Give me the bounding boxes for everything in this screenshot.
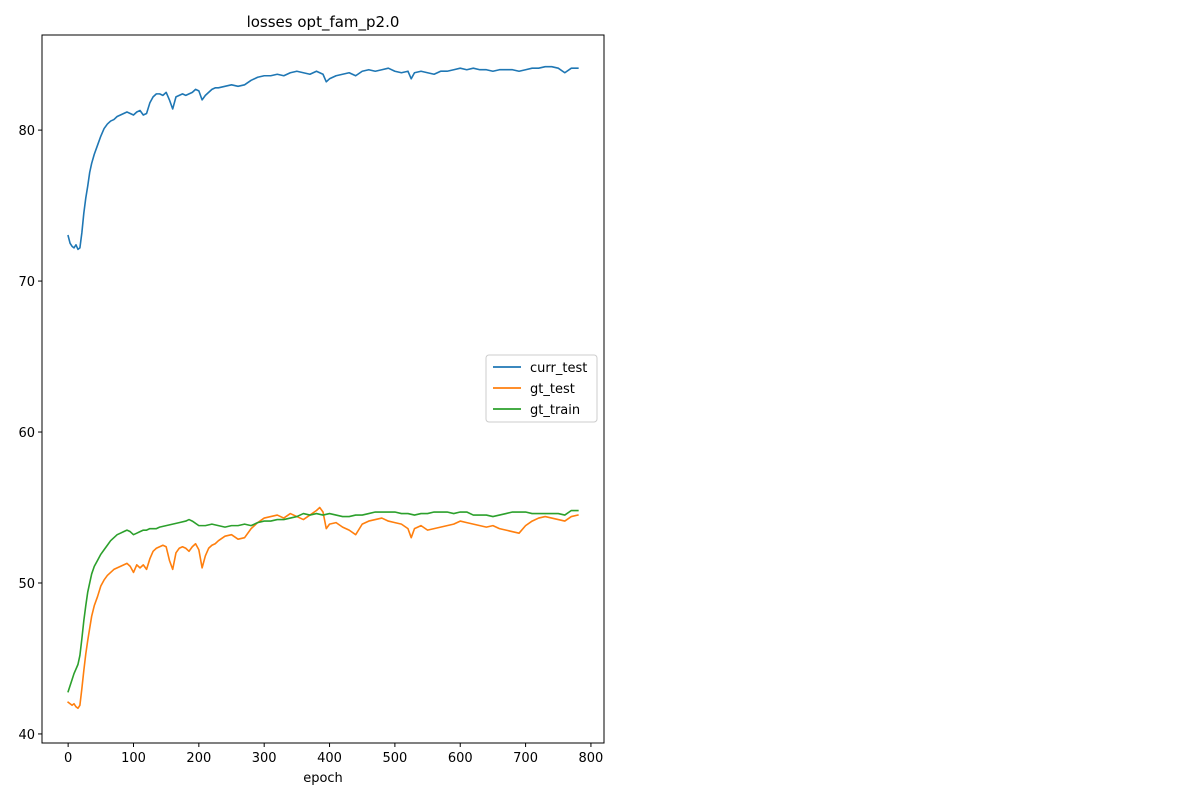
x-tick-label: 200 bbox=[186, 751, 211, 766]
legend-label-gt-test: gt_test bbox=[530, 382, 575, 397]
y-tick-label: 60 bbox=[18, 426, 35, 441]
x-tick-label: 800 bbox=[579, 751, 604, 766]
legend: curr_test gt_test gt_train bbox=[485, 354, 598, 423]
legend-label-curr-test: curr_test bbox=[530, 361, 587, 376]
x-tick-label: 500 bbox=[382, 751, 407, 766]
series-line-curr-test bbox=[67, 65, 579, 251]
series-layer bbox=[67, 65, 579, 710]
x-tick-label: 0 bbox=[64, 751, 72, 766]
x-axis-title: epoch bbox=[303, 771, 343, 786]
series-line-gt-train bbox=[67, 509, 579, 693]
y-tick-label: 70 bbox=[18, 275, 35, 290]
y-tick-label: 50 bbox=[18, 577, 35, 592]
x-tick-label: 600 bbox=[448, 751, 473, 766]
x-tick-label: 700 bbox=[513, 751, 538, 766]
chart-title: losses opt_fam_p2.0 bbox=[247, 13, 400, 32]
y-tick-label: 80 bbox=[18, 124, 35, 139]
x-tick-label: 400 bbox=[317, 751, 342, 766]
x-tick-label: 100 bbox=[121, 751, 146, 766]
series-line-gt-test bbox=[67, 506, 579, 710]
legend-box bbox=[485, 354, 598, 423]
x-axis-ticks: 0 100 200 300 400 500 600 700 800 bbox=[64, 743, 603, 766]
legend-label-gt-train: gt_train bbox=[530, 403, 580, 418]
y-tick-label: 40 bbox=[18, 728, 35, 743]
x-tick-label: 300 bbox=[252, 751, 277, 766]
y-axis-ticks: 40 50 60 70 80 bbox=[18, 124, 42, 743]
